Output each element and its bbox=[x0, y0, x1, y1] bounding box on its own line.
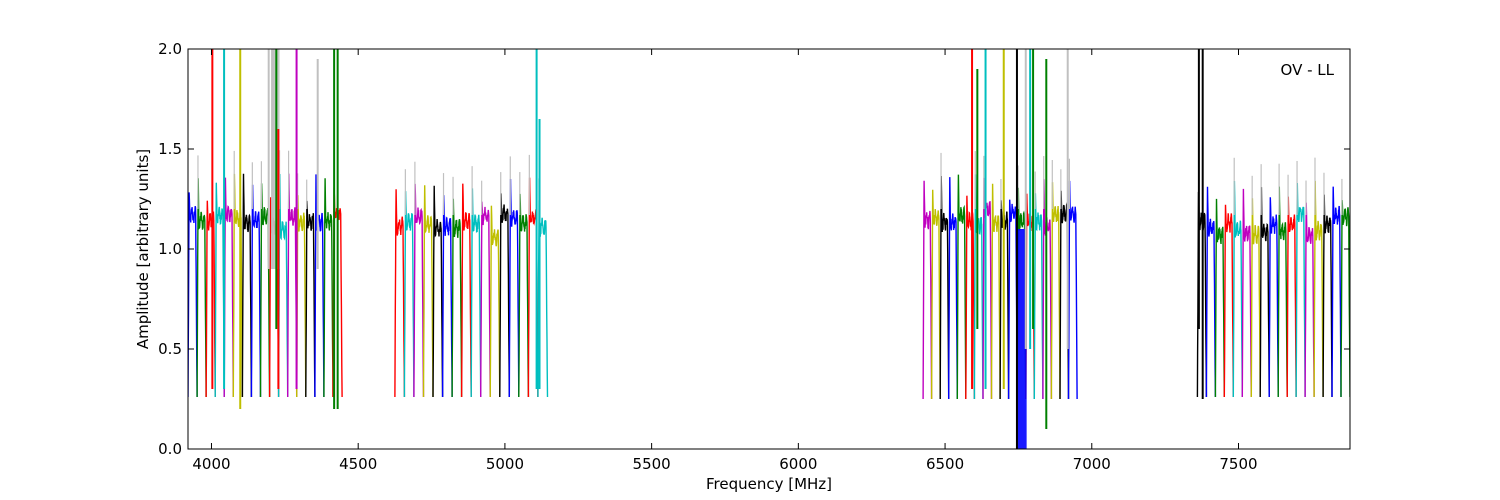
series-line-magenta bbox=[982, 177, 993, 400]
series-line-cyan bbox=[1232, 180, 1244, 398]
series-layer bbox=[188, 49, 1350, 449]
series-line-blue bbox=[948, 177, 958, 400]
x-tick-label: 6500 bbox=[926, 455, 964, 473]
series-line-blue bbox=[250, 184, 262, 398]
series-line-magenta bbox=[287, 173, 298, 398]
series-line-red bbox=[394, 189, 406, 398]
series-line-yellow bbox=[1313, 180, 1324, 398]
series-line-blue bbox=[1268, 197, 1279, 398]
series-line-green bbox=[196, 178, 207, 398]
series-line-cyan bbox=[470, 188, 482, 398]
series-line-black bbox=[1259, 187, 1270, 398]
series-line-yellow bbox=[422, 185, 434, 398]
series-line-blue bbox=[1205, 186, 1217, 398]
series-line-green bbox=[323, 178, 334, 398]
y-tick-label: 2.0 bbox=[158, 40, 182, 58]
series-line-magenta bbox=[1304, 202, 1315, 398]
series-line-blue bbox=[188, 192, 198, 398]
series-line-yellow bbox=[1250, 198, 1261, 398]
series-line-red bbox=[965, 195, 976, 400]
y-tick-label: 1.5 bbox=[158, 140, 182, 158]
series-line-blue bbox=[1067, 180, 1078, 400]
series-line-yellow bbox=[489, 205, 501, 398]
plot-frame bbox=[187, 48, 1351, 450]
series-line-magenta bbox=[922, 180, 933, 400]
series-line-cyan bbox=[214, 182, 225, 398]
series-line-green bbox=[451, 198, 463, 398]
series-line-magenta bbox=[223, 177, 234, 398]
series-line-yellow bbox=[930, 189, 941, 400]
series-line-red bbox=[205, 200, 216, 398]
series-line-red bbox=[460, 183, 472, 398]
series-line-blue bbox=[441, 195, 453, 398]
series-line-black bbox=[305, 200, 316, 398]
series-line-magenta bbox=[413, 183, 425, 398]
x-tick-label: 6000 bbox=[779, 455, 817, 473]
x-tick-label: 4000 bbox=[192, 455, 230, 473]
series-line-black bbox=[939, 175, 950, 400]
x-tick-label: 5500 bbox=[633, 455, 671, 473]
series-line-blue bbox=[1007, 199, 1018, 400]
series-line-magenta bbox=[1241, 188, 1253, 398]
y-tick-label: 0.0 bbox=[158, 440, 182, 458]
series-line-green bbox=[1277, 186, 1288, 398]
series-line-black bbox=[1322, 194, 1333, 398]
series-line-blue bbox=[1331, 186, 1342, 398]
series-line-black bbox=[241, 173, 253, 398]
series-line-cyan bbox=[1033, 193, 1044, 400]
dense-block-gray bbox=[271, 49, 280, 269]
series-line-blue bbox=[314, 174, 325, 398]
x-axis-ticks: 4000 4500 5000 5500 6000 6500 7000 7500 bbox=[192, 49, 1258, 473]
x-axis-label: Frequency [MHz] bbox=[706, 475, 832, 493]
y-axis-ticks: 0.0 0.5 1.0 1.5 2.0 bbox=[158, 40, 1350, 458]
series-line-yellow bbox=[1050, 182, 1061, 400]
dense-block-blue bbox=[1016, 229, 1027, 449]
series-line-blue bbox=[508, 178, 520, 398]
y-tick-label: 0.5 bbox=[158, 340, 182, 358]
series-line-red bbox=[1286, 196, 1297, 398]
series-line-red bbox=[1223, 204, 1235, 398]
x-tick-label: 5000 bbox=[486, 455, 524, 473]
series-line-green bbox=[518, 193, 530, 398]
series-line-cyan bbox=[403, 191, 415, 398]
series-line-yellow bbox=[990, 183, 1001, 400]
x-tick-label: 4500 bbox=[339, 455, 377, 473]
x-tick-label: 7000 bbox=[1073, 455, 1111, 473]
series-line-green bbox=[956, 174, 967, 400]
y-axis-label: Amplitude [arbitrary units] bbox=[134, 149, 152, 349]
series-line-black bbox=[432, 185, 444, 398]
series-line-yellow bbox=[296, 195, 307, 398]
series-line-green bbox=[1214, 198, 1226, 398]
series-line-black bbox=[499, 193, 510, 398]
y-tick-label: 1.0 bbox=[158, 240, 182, 258]
chart-annotation: OV - LL bbox=[1281, 61, 1335, 79]
series-line-magenta bbox=[480, 201, 491, 398]
series-line-cyan bbox=[277, 173, 289, 398]
x-tick-label: 7500 bbox=[1219, 455, 1257, 473]
series-line-green bbox=[1340, 199, 1350, 398]
series-line-cyan bbox=[1295, 182, 1306, 398]
